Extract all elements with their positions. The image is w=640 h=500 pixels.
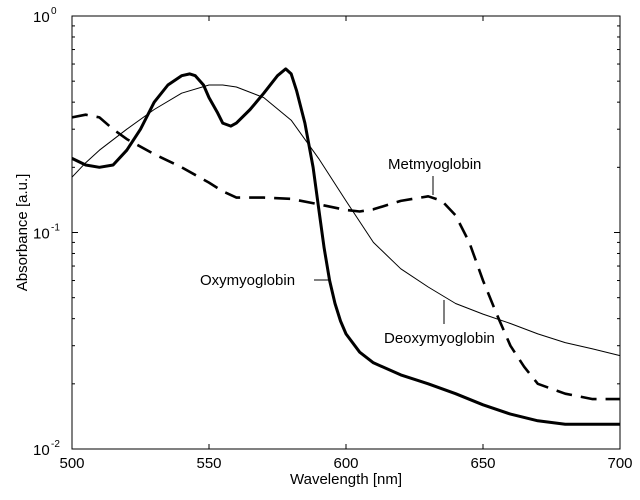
annotation-layer: Metmyoglobin Oxymyoglobin Deoxymyoglobin <box>200 156 495 347</box>
y-tick-label: 10 -2 <box>33 439 60 459</box>
x-tick-label: 600 <box>333 455 358 472</box>
y-tick-label: 10 0 <box>33 6 57 26</box>
series-line-deoxymyoglobin <box>71 84 621 357</box>
x-tick-labels: 500 550 600 650 700 <box>59 455 632 472</box>
x-tick-label: 550 <box>196 455 221 472</box>
x-tick-label: 650 <box>470 455 495 472</box>
y-tick-label-exponent: 0 <box>51 6 57 17</box>
y-tick-label-exponent: -1 <box>51 223 60 234</box>
y-tick-label-base: 10 <box>33 226 50 243</box>
y-tick-label-base: 10 <box>33 9 50 26</box>
series-line-oxymyoglobin <box>71 67 620 426</box>
y-axis-label: Absorbance [a.u.] <box>14 174 31 292</box>
x-tick-label: 500 <box>59 455 84 472</box>
x-axis-label: Wavelength [nm] <box>290 471 402 488</box>
annotation-oxymyoglobin: Oxymyoglobin <box>200 272 295 289</box>
y-tick-label-base: 10 <box>33 442 50 459</box>
y-tick-label: 10 -1 <box>33 223 60 243</box>
series-layer <box>71 67 621 426</box>
series-line-metmyoglobin <box>71 113 620 401</box>
x-tick-label: 700 <box>607 455 632 472</box>
annotation-metmyoglobin: Metmyoglobin <box>388 156 481 173</box>
y-tick-label-exponent: -2 <box>51 439 60 450</box>
ticks-layer <box>71 15 621 450</box>
annotation-deoxymyoglobin: Deoxymyoglobin <box>384 330 495 347</box>
